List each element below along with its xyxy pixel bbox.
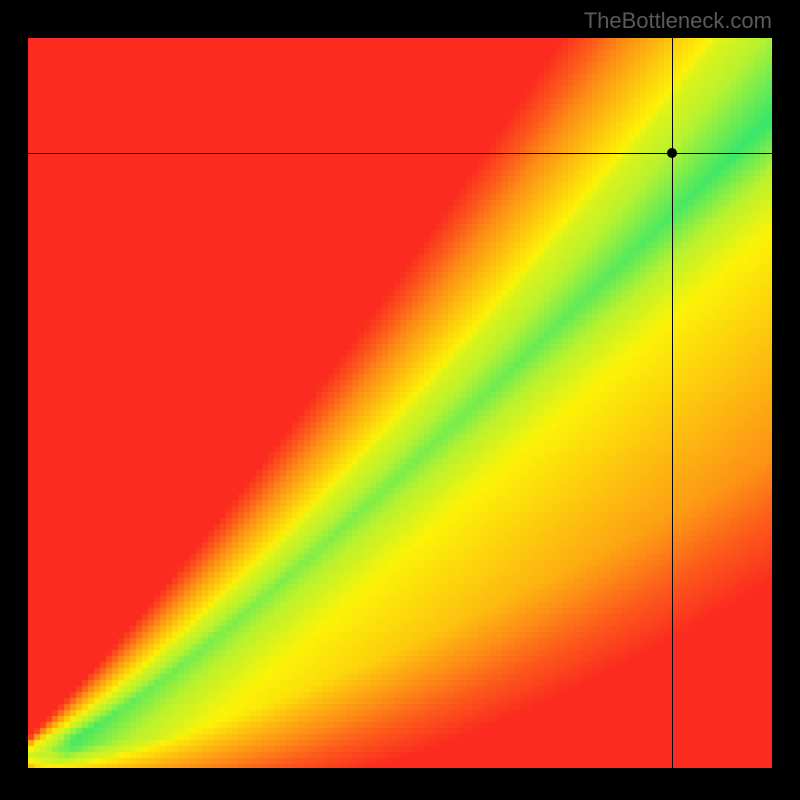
crosshair-marker — [667, 148, 677, 158]
heatmap-canvas — [28, 38, 772, 768]
heatmap-plot — [28, 38, 772, 768]
crosshair-horizontal — [28, 153, 772, 154]
watermark-text: TheBottleneck.com — [584, 8, 772, 34]
